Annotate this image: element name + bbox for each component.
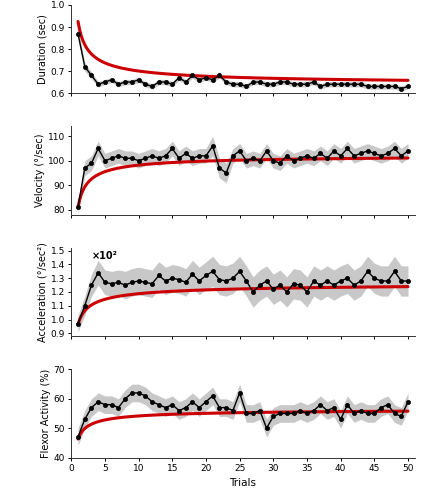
Text: ×10²: ×10²: [92, 250, 118, 260]
Y-axis label: Velocity (°/sec): Velocity (°/sec): [35, 134, 45, 208]
Y-axis label: Flexor Activity (%): Flexor Activity (%): [41, 369, 51, 458]
Y-axis label: Acceleration (°/sec²): Acceleration (°/sec²): [38, 242, 48, 342]
Y-axis label: Duration (sec): Duration (sec): [38, 14, 48, 84]
X-axis label: Trials: Trials: [229, 478, 257, 488]
